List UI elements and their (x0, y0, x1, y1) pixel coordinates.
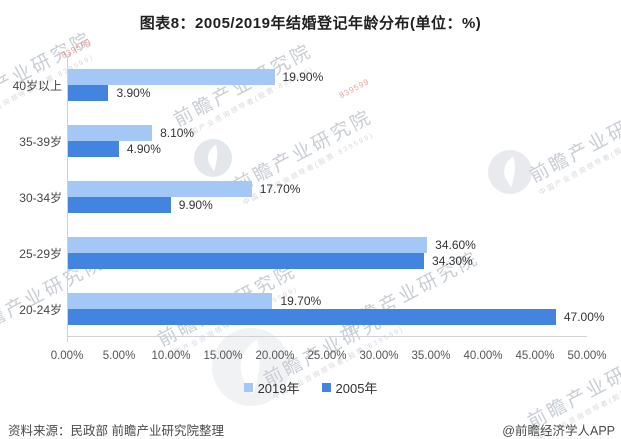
bar-row-2005-3: 34.30% (68, 253, 587, 269)
footer: 资料来源：民政部 前瞻产业研究院整理 @前瞻经济学人APP (8, 420, 615, 439)
x-tick-4: 20.00% (255, 350, 295, 362)
bar-2019-3[interactable] (68, 237, 428, 253)
value-label-2005-3: 34.30% (432, 254, 473, 268)
source-note: 资料来源：民政部 前瞻产业研究院整理 (8, 424, 224, 438)
value-label-2019-4: 19.70% (280, 294, 322, 308)
legend-swatch-2019 (243, 383, 253, 392)
bar-group-4: 19.70% 47.00% (68, 281, 605, 337)
value-label-2019-2: 17.70% (259, 182, 301, 196)
legend-item-2019[interactable]: 2019年 (243, 378, 300, 397)
bar-group-1: 8.10% 4.90% (68, 113, 587, 169)
x-tick-0: 0.00% (50, 350, 84, 362)
bar-2019-0[interactable] (68, 69, 275, 85)
bar-row-2019-1: 8.10% (68, 125, 587, 141)
x-tick-7: 35.00% (411, 350, 451, 362)
x-tick-6: 30.00% (359, 350, 399, 362)
value-label-2005-0: 3.90% (116, 86, 151, 100)
category-label-3: 25-29岁 (19, 246, 62, 261)
bar-row-2005-1: 4.90% (68, 141, 587, 157)
x-tick-9: 45.00% (515, 350, 555, 362)
x-tick-10: 50.00% (567, 350, 607, 362)
bar-2005-4[interactable] (68, 309, 556, 325)
bar-2005-2[interactable] (68, 197, 171, 213)
bar-row-2005-4: 47.00% (68, 309, 605, 325)
value-label-2019-3: 34.60% (435, 238, 476, 252)
x-axis-origin-tick (67, 337, 68, 342)
value-label-2019-0: 19.90% (282, 70, 324, 84)
x-tick-2: 10.00% (151, 350, 191, 362)
x-tick-1: 5.00% (102, 350, 136, 362)
bar-group-3: 34.60% 34.30% (68, 225, 587, 281)
chart-title: 图表8：2005/2019年结婚登记年龄分布(单位：%) (139, 15, 482, 32)
value-label-2005-2: 9.90% (178, 198, 213, 212)
value-label-2005-4: 47.00% (563, 310, 605, 324)
bar-2005-0[interactable] (68, 85, 109, 101)
category-label-1: 35-39岁 (19, 134, 62, 149)
app-credit: @前瞻经济学人APP (502, 424, 615, 438)
bar-row-2005-0: 3.90% (68, 85, 587, 101)
bar-row-2019-4: 19.70% (68, 293, 587, 309)
x-tick-8: 40.00% (463, 350, 503, 362)
category-label-0: 40岁以上 (12, 78, 62, 93)
bar-row-2019-2: 17.70% (68, 181, 587, 197)
bar-2005-1[interactable] (68, 141, 119, 157)
bar-row-2019-0: 19.90% (68, 69, 587, 85)
value-label-2005-1: 4.90% (126, 142, 161, 156)
bar-2019-1[interactable] (68, 125, 153, 141)
x-tick-5: 25.00% (307, 350, 347, 362)
legend-swatch-2005 (321, 383, 331, 392)
legend-label-2005: 2005年 (335, 381, 378, 396)
category-label-4: 20-24岁 (19, 302, 62, 317)
bar-2005-3[interactable] (68, 253, 425, 269)
bar-group-2: 17.70% 9.90% (68, 169, 587, 225)
bar-group-0: 19.90% 3.90% (68, 57, 587, 113)
y-axis-labels: 40岁以上 35-39岁 30-34岁 25-29岁 20-24岁 (0, 57, 62, 337)
x-tick-3: 15.00% (203, 350, 243, 362)
bar-row-2005-2: 9.90% (68, 197, 587, 213)
bar-2019-4[interactable] (68, 293, 273, 309)
legend-label-2019: 2019年 (257, 381, 300, 396)
legend: 2019年 2005年 (0, 378, 621, 397)
plot-area: 19.90% 3.90% 8.10% 4.90% 17.70% 9.90% 34.60% 34… (67, 57, 605, 337)
bar-row-2019-3: 34.60% (68, 237, 587, 253)
bar-2019-2[interactable] (68, 181, 252, 197)
value-label-2019-1: 8.10% (160, 126, 195, 140)
legend-item-2005[interactable]: 2005年 (321, 378, 378, 397)
category-label-2: 30-34岁 (19, 190, 62, 205)
